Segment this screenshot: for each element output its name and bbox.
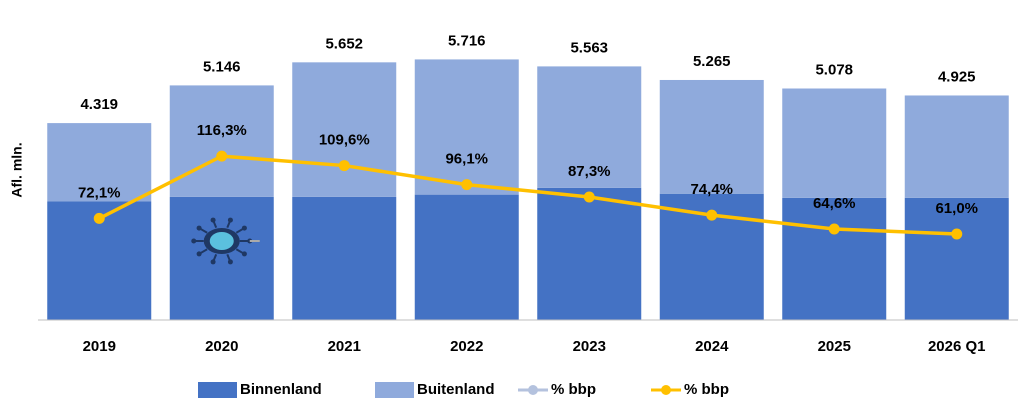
bar [782, 88, 887, 198]
bar [414, 59, 519, 195]
line-marker [461, 179, 473, 191]
line-marker [706, 209, 718, 221]
total-label: 5.652 [325, 35, 363, 52]
data-label: 109,6% [319, 132, 370, 149]
bar [537, 66, 642, 188]
bar [47, 123, 152, 202]
bar [169, 85, 274, 197]
data-label: 96,1% [445, 151, 488, 168]
x-tick-label: 2022 [450, 338, 483, 355]
legend-label: % bbp [551, 381, 596, 398]
bar [904, 95, 1009, 198]
x-tick-label: 2020 [205, 338, 238, 355]
y-axis-label: Afl. mln. [9, 142, 25, 197]
icon-dot [241, 225, 247, 231]
covid-icon [191, 217, 260, 265]
total-label: 4.925 [938, 68, 976, 85]
icon-dot [227, 217, 233, 223]
icon-dot [196, 225, 202, 231]
bar [659, 79, 764, 194]
line-marker [93, 212, 105, 224]
bar [414, 194, 519, 320]
total-label: 5.146 [203, 58, 241, 75]
line [98, 154, 957, 236]
line-marker [828, 223, 840, 235]
bar [292, 196, 397, 320]
data-label: 87,3% [568, 163, 611, 180]
icon-dot [241, 251, 247, 257]
icon-dot [210, 259, 216, 265]
legend-swatch [375, 382, 414, 398]
line-marker [583, 191, 595, 203]
data-label: 72,1% [78, 184, 121, 201]
legend-label: % bbp [684, 381, 729, 398]
x-tick-label: 2026 Q1 [928, 338, 986, 355]
line-marker [216, 150, 228, 162]
data-label: 116,3% [197, 122, 247, 139]
icon-dot [191, 238, 197, 244]
icon-core [209, 232, 234, 250]
data-label: 74,4% [690, 181, 733, 198]
bar [169, 196, 274, 320]
bar [904, 197, 1009, 320]
total-label: 5.265 [693, 53, 731, 70]
bar [782, 197, 887, 320]
data-label: 61,0% [935, 200, 978, 217]
x-tick-label: 2024 [695, 338, 729, 355]
data-label: 64,6% [813, 195, 856, 212]
bar [292, 62, 397, 197]
line-marker [338, 160, 350, 172]
bar [537, 187, 642, 320]
total-label: 5.716 [448, 32, 486, 49]
x-tick-label: 2025 [818, 338, 851, 355]
icon-dot [210, 217, 216, 223]
total-label: 5.563 [570, 39, 608, 56]
legend-swatch [198, 382, 237, 398]
icon-dot [196, 251, 202, 257]
legend-marker [661, 385, 671, 395]
icon-dot [227, 259, 233, 265]
x-tick-label: 2021 [328, 338, 361, 355]
legend-marker [528, 385, 538, 395]
line-marker [951, 228, 963, 240]
x-tick-label: 2023 [573, 338, 606, 355]
total-label: 4.319 [80, 96, 118, 113]
legend-label: Binnenland [240, 381, 322, 398]
x-tick-label: 2019 [83, 338, 116, 355]
legend-label: Buitenland [417, 381, 495, 398]
total-label: 5.078 [815, 61, 853, 78]
